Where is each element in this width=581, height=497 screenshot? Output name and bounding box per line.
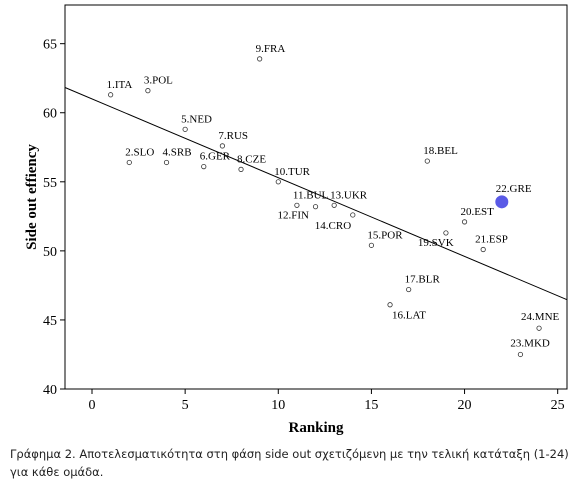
x-tick-label: 20: [458, 398, 472, 413]
point-label: 22.GRE: [496, 183, 532, 195]
point: [238, 166, 244, 172]
point-label: 5.NED: [181, 113, 212, 125]
point-label: 19.SVK: [418, 237, 454, 249]
point-label: 9.FRA: [256, 43, 286, 55]
point-label: 15.POR: [367, 229, 403, 241]
point-label: 11.BUL: [293, 189, 329, 201]
point-label: 10.TUR: [274, 166, 310, 178]
y-tick-label: 50: [43, 245, 57, 260]
point-label: 4.SRB: [163, 146, 192, 158]
point: [461, 219, 468, 225]
y-tick-label: 60: [43, 107, 57, 122]
point: [145, 88, 151, 94]
point: [126, 159, 132, 166]
point: [536, 325, 542, 331]
point-label: 3.POL: [144, 75, 173, 87]
point: [257, 56, 263, 62]
point-label: 21.ESP: [475, 233, 508, 245]
point-label: 7.RUS: [218, 130, 248, 142]
chart: Ranking Side out effiency 0 5 10 15 20 25 40 45…: [24, 4, 568, 436]
point: [350, 212, 356, 218]
point-label: 6.GER: [200, 151, 231, 163]
x-axis-label: Ranking: [288, 420, 344, 436]
x-tick-label: 10: [271, 398, 285, 413]
point-label: 24.MNE: [521, 311, 559, 323]
x-tick-label: 0: [89, 398, 96, 413]
x-tick-label: 15: [364, 398, 378, 413]
x-tick-label: 5: [182, 398, 189, 413]
point-label: 8.CZE: [237, 153, 266, 165]
point: [387, 302, 393, 308]
point: [219, 143, 225, 149]
point: [480, 246, 486, 253]
point: [495, 195, 509, 209]
point: [517, 351, 524, 358]
y-axis-label: Side out effiency: [24, 144, 40, 250]
point-label: 17.BLR: [405, 274, 441, 286]
point-label: 14.CRO: [315, 220, 351, 232]
point-label: 1.ITA: [107, 79, 133, 91]
point-label: 13.UKR: [330, 189, 368, 201]
y-tick-label: 55: [43, 176, 57, 191]
point: [163, 159, 170, 166]
point-label: 2.SLO: [125, 146, 154, 158]
point: [275, 179, 281, 185]
plot-frame: [64, 4, 568, 390]
point: [108, 92, 114, 98]
point: [294, 202, 300, 208]
point-label: 23.MKD: [510, 337, 549, 349]
point: [424, 158, 430, 164]
y-tick-label: 40: [43, 383, 57, 398]
fit-line: [64, 87, 568, 301]
y-tick-label: 45: [43, 314, 57, 329]
point: [368, 242, 375, 248]
y-tick-label: 65: [43, 38, 57, 53]
point: [443, 230, 449, 236]
point-label: 20.EST: [461, 206, 495, 218]
point-label: 12.FIN: [278, 210, 310, 222]
point: [312, 204, 319, 210]
point: [182, 126, 188, 132]
point-label: 16.LAT: [392, 310, 426, 322]
point-label: 18.BEL: [423, 145, 458, 157]
point: [406, 286, 412, 293]
caption: Γράφημα 2. Αποτελεσματικότητα στη φάση s…: [10, 447, 569, 479]
point: [331, 202, 337, 208]
x-tick-label: 25: [551, 398, 565, 413]
point: [201, 164, 207, 170]
